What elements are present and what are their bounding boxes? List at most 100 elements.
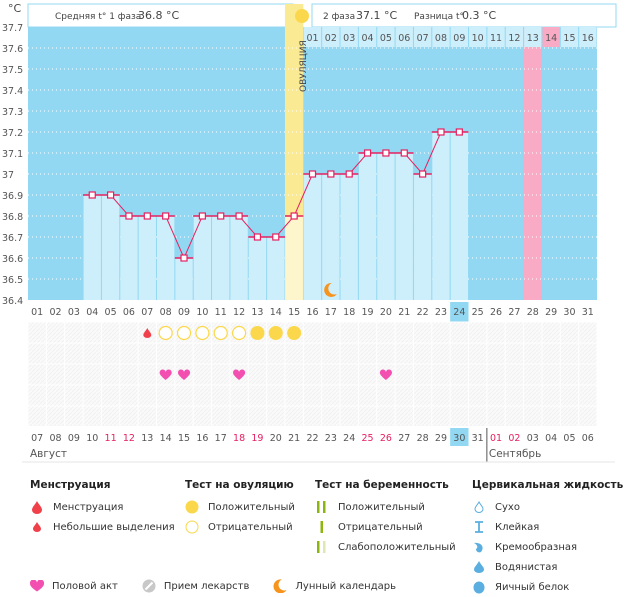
sticky-icon xyxy=(472,520,486,534)
phase2-day-number: 14 xyxy=(545,33,557,44)
temperature-point xyxy=(143,212,151,220)
watery-drop-icon xyxy=(472,560,486,574)
cycle-day-label: 10 xyxy=(196,307,208,318)
cycle-day-label: 06 xyxy=(123,307,135,318)
calendar-date-label: 02 xyxy=(508,433,520,444)
cycle-day-label: 25 xyxy=(472,307,484,318)
cycle-day-label: 14 xyxy=(270,307,282,318)
y-tick-label: 37.3 xyxy=(2,107,23,118)
month-label: Август xyxy=(30,448,67,460)
phase2-day-number: 02 xyxy=(325,33,337,44)
cycle-day-label: 30 xyxy=(563,307,575,318)
ovulation-test-negative-icon xyxy=(176,325,192,341)
legend-label: Положительный xyxy=(208,501,295,513)
temperature-point xyxy=(198,212,206,220)
filled-circle-icon xyxy=(185,500,199,514)
legend-label: Менструация xyxy=(53,501,124,513)
y-tick-label: 36.4 xyxy=(2,296,23,307)
phase2-day-cell xyxy=(579,27,597,47)
phase2-day-number: 06 xyxy=(398,33,410,44)
cycle-day-label: 07 xyxy=(141,307,153,318)
today-date-highlight xyxy=(450,428,469,446)
legend-label: Отрицательный xyxy=(208,521,293,533)
temperature-bar xyxy=(212,216,230,300)
temp-diff-label: Разница t° xyxy=(414,12,464,22)
temperature-bar xyxy=(120,216,138,300)
calendar-date-label: 14 xyxy=(160,433,172,444)
legend-ovulation-test: Тест на овуляцию Положительный Отрицател… xyxy=(185,479,295,537)
cycle-day-label: 03 xyxy=(68,307,80,318)
calendar-date-label: 28 xyxy=(417,433,429,444)
blood-drop-icon xyxy=(30,500,44,514)
temperature-point xyxy=(455,128,463,136)
temperature-bar xyxy=(395,153,413,300)
cycle-day-label: 17 xyxy=(325,307,337,318)
legend-label: Сухо xyxy=(495,501,520,513)
y-tick-label: 36.9 xyxy=(2,191,23,202)
legend-item: Прием лекарств xyxy=(142,579,249,593)
moon-icon xyxy=(324,282,337,297)
cycle-day-label: 05 xyxy=(105,307,117,318)
temperature-point xyxy=(400,149,408,157)
y-tick-label: 37.5 xyxy=(2,65,23,76)
phase2-day-cell xyxy=(340,27,358,47)
legend-item: Яичный белок xyxy=(472,577,623,597)
temperature-bar xyxy=(413,174,432,300)
calendar-date-label: 15 xyxy=(178,433,190,444)
legend-pregnancy-test: Тест на беременность Положительный Отриц… xyxy=(315,479,456,557)
phase2-day-cell xyxy=(450,27,469,47)
two-lines-icon xyxy=(315,500,329,514)
legend-label: Водянистая xyxy=(495,561,558,573)
month-label: Сентябрь xyxy=(489,448,541,460)
legend-label: Небольшие выделения xyxy=(53,521,175,533)
calendar-date-label: 25 xyxy=(362,433,374,444)
calendar-date-label: 12 xyxy=(123,433,135,444)
cycle-day-label: 16 xyxy=(306,307,318,318)
phase2-day-number: 05 xyxy=(380,33,392,44)
phase2-day-cell xyxy=(524,27,542,47)
temperature-bar xyxy=(450,132,469,300)
temperature-point xyxy=(419,170,427,178)
phase2-day-number: 13 xyxy=(527,33,539,44)
calendar-date-label: 07 xyxy=(31,433,43,444)
legend-item: Сухо xyxy=(472,497,623,517)
temperature-point xyxy=(180,254,188,262)
calendar-date-label: 08 xyxy=(49,433,61,444)
temperature-bar xyxy=(340,174,358,300)
temperature-point xyxy=(235,212,243,220)
phase2-avg-label: 2 фаза xyxy=(323,12,355,22)
y-tick-label: 37 xyxy=(2,170,14,181)
ovulation-test-negative-icon xyxy=(158,325,173,341)
legend-item: Клейкая xyxy=(472,517,623,537)
legend-item: Лунный календарь xyxy=(273,579,396,593)
ovulation-test-negative-icon xyxy=(231,325,247,341)
y-tick-label: 36.7 xyxy=(2,233,23,244)
legend-menstruation: Менструация Менструация Небольшие выделе… xyxy=(30,479,175,537)
calendar-date-label: 16 xyxy=(196,433,208,444)
phase2-day-cell xyxy=(432,27,450,47)
phase2-day-number: 04 xyxy=(362,33,374,44)
y-tick-label: 36.8 xyxy=(2,212,23,223)
phase1-avg-label: Средняя t° 1 фаза xyxy=(55,12,141,22)
phase2-day-number: 12 xyxy=(508,33,520,44)
cycle-day-label: 12 xyxy=(233,307,245,318)
calendar-date-label: 21 xyxy=(288,433,300,444)
y-tick-label: 37.6 xyxy=(2,44,23,55)
calendar-date-label: 20 xyxy=(270,433,282,444)
legend-item: Кремообразная xyxy=(472,537,623,557)
temperature-point xyxy=(290,212,298,220)
phase1-avg-value: 36.8 °C xyxy=(138,9,179,22)
temperature-point xyxy=(382,149,390,157)
heart-icon xyxy=(177,369,191,380)
legend-label: Клейкая xyxy=(495,521,540,533)
legend-menstruation-title: Менструация xyxy=(30,479,111,491)
cycle-day-label: 28 xyxy=(527,307,539,318)
cycle-day-label: 15 xyxy=(288,307,300,318)
temperature-point xyxy=(308,170,317,178)
temperature-bar xyxy=(101,195,120,300)
phase2-day-cell xyxy=(487,27,505,47)
calendar-date-label: 27 xyxy=(398,433,410,444)
moon-icon xyxy=(273,579,287,593)
one-line-icon xyxy=(315,520,329,534)
bbt-chart: °C Средняя t° 1 фаза 36.8 °C 2 фаза 37.1… xyxy=(2,2,617,463)
